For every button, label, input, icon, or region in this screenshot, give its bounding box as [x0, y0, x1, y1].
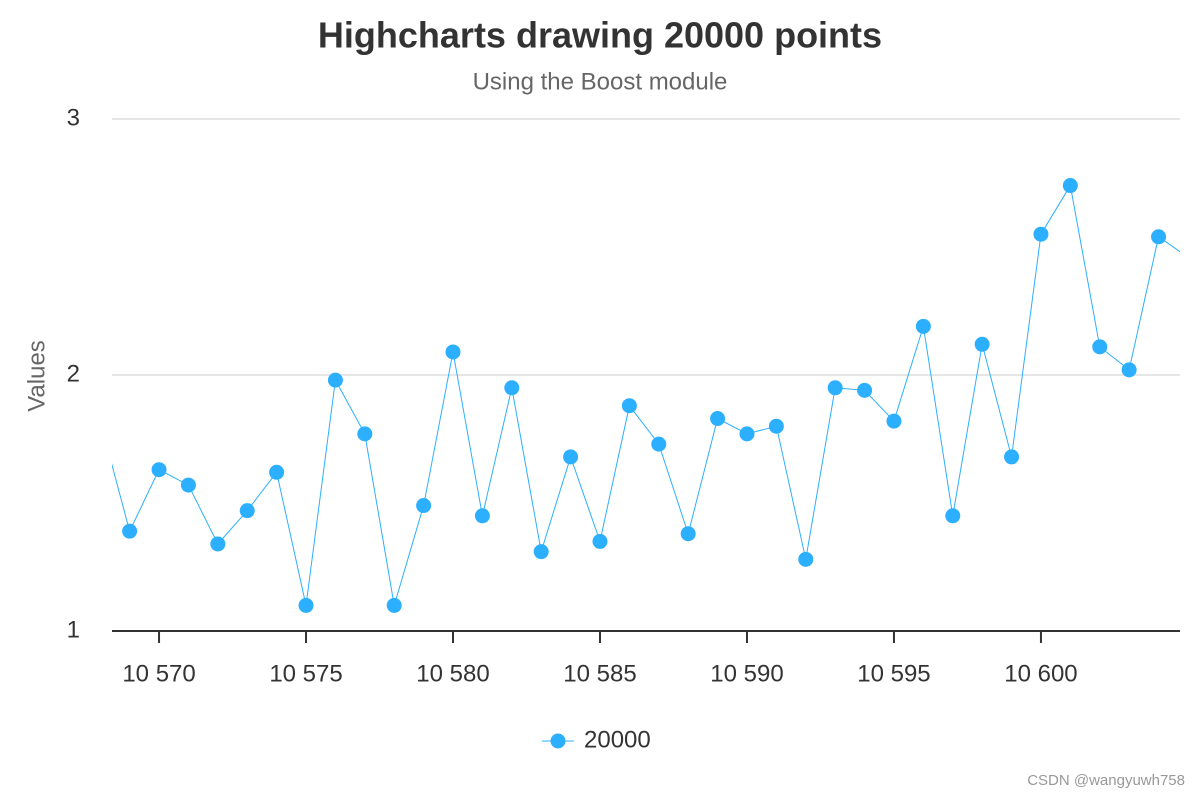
y-axis-title: Values [23, 340, 50, 412]
point-marker [974, 336, 990, 352]
point-marker [1004, 449, 1020, 465]
y-tick-label: 1 [67, 616, 80, 643]
point-marker [151, 462, 167, 478]
point-marker [739, 426, 755, 442]
x-tick-label: 10 575 [269, 660, 342, 687]
point-marker [798, 551, 814, 567]
point-marker [122, 523, 138, 539]
point-marker [386, 597, 402, 613]
point-marker [474, 508, 490, 524]
chart-title: Highcharts drawing 20000 points [318, 15, 882, 56]
point-marker [1092, 339, 1108, 355]
point-marker [180, 477, 196, 493]
x-tick-label: 10 570 [122, 660, 195, 687]
point-marker [269, 464, 285, 480]
x-tick-label: 10 595 [857, 660, 930, 687]
watermark: CSDN @wangyuwh758 [1027, 772, 1185, 789]
point-marker [533, 544, 549, 560]
point-marker [915, 318, 931, 334]
chart-subtitle: Using the Boost module [473, 68, 728, 95]
point-marker [1121, 362, 1137, 378]
point-marker [621, 398, 637, 414]
series-line [112, 184, 1180, 606]
point-marker [1033, 226, 1049, 242]
x-tick-label: 10 580 [416, 660, 489, 687]
point-marker [1062, 178, 1078, 194]
point-marker [680, 526, 696, 542]
point-marker [1151, 229, 1167, 245]
point-marker [1180, 250, 1195, 265]
point-marker [886, 413, 902, 429]
legend-marker [550, 733, 566, 749]
point-marker [93, 414, 108, 429]
point-marker [416, 498, 432, 514]
legend-label[interactable]: 20000 [584, 726, 651, 753]
point-marker [857, 382, 873, 398]
point-marker [768, 418, 784, 434]
x-tick-label: 10 590 [710, 660, 783, 687]
point-marker [945, 508, 961, 524]
point-marker [298, 597, 314, 613]
x-tick-label: 10 585 [563, 660, 636, 687]
point-marker [210, 536, 226, 552]
point-marker [357, 426, 373, 442]
x-tick-label: 10 600 [1004, 660, 1077, 687]
point-marker [651, 436, 667, 452]
y-tick-label: 2 [67, 360, 80, 387]
point-marker [710, 411, 726, 427]
point-marker [504, 380, 520, 396]
point-marker [239, 503, 255, 519]
y-tick-label: 3 [67, 104, 80, 131]
plot-area [93, 178, 1195, 613]
point-marker [827, 380, 843, 396]
point-marker [327, 372, 343, 388]
point-marker [445, 344, 461, 360]
point-marker [592, 533, 608, 549]
point-marker [563, 449, 579, 465]
